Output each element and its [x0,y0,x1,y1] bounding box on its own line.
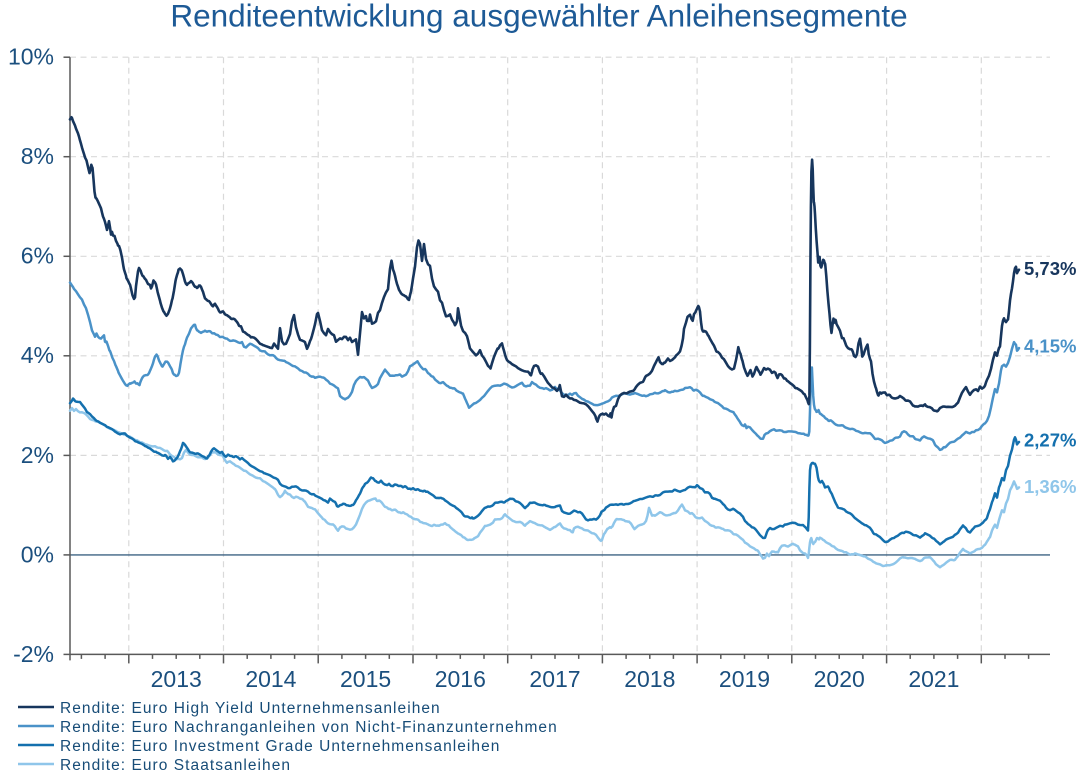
svg-text:10%: 10% [8,44,54,70]
svg-text:Renditeentwicklung ausgewählte: Renditeentwicklung ausgewählter Anleihen… [170,0,907,34]
svg-text:2013: 2013 [151,666,202,692]
svg-text:4%: 4% [21,342,54,368]
svg-text:2018: 2018 [624,666,675,692]
svg-text:Rendite: Euro Investment Grade: Rendite: Euro Investment Grade Unternehm… [60,738,500,755]
svg-text:2014: 2014 [245,666,296,692]
svg-text:-2%: -2% [13,641,54,667]
svg-text:2,27%: 2,27% [1024,430,1076,451]
svg-text:2019: 2019 [719,666,770,692]
svg-text:2017: 2017 [529,666,580,692]
svg-text:Rendite: Euro High Yield Unter: Rendite: Euro High Yield Unternehmensanl… [60,700,441,717]
svg-text:2016: 2016 [435,666,486,692]
svg-text:0%: 0% [21,541,54,567]
svg-text:4,15%: 4,15% [1024,336,1076,357]
svg-text:2020: 2020 [814,666,865,692]
svg-text:Rendite: Euro Nachranganleihen: Rendite: Euro Nachranganleihen von Nicht… [60,719,558,736]
svg-text:6%: 6% [21,243,54,269]
svg-text:1,36%: 1,36% [1024,476,1076,497]
svg-text:2%: 2% [21,442,54,468]
svg-text:2021: 2021 [908,666,959,692]
svg-text:5,73%: 5,73% [1024,258,1076,279]
svg-text:Rendite: Euro Staatsanleihen: Rendite: Euro Staatsanleihen [60,757,291,774]
svg-text:2015: 2015 [340,666,391,692]
svg-text:8%: 8% [21,143,54,169]
